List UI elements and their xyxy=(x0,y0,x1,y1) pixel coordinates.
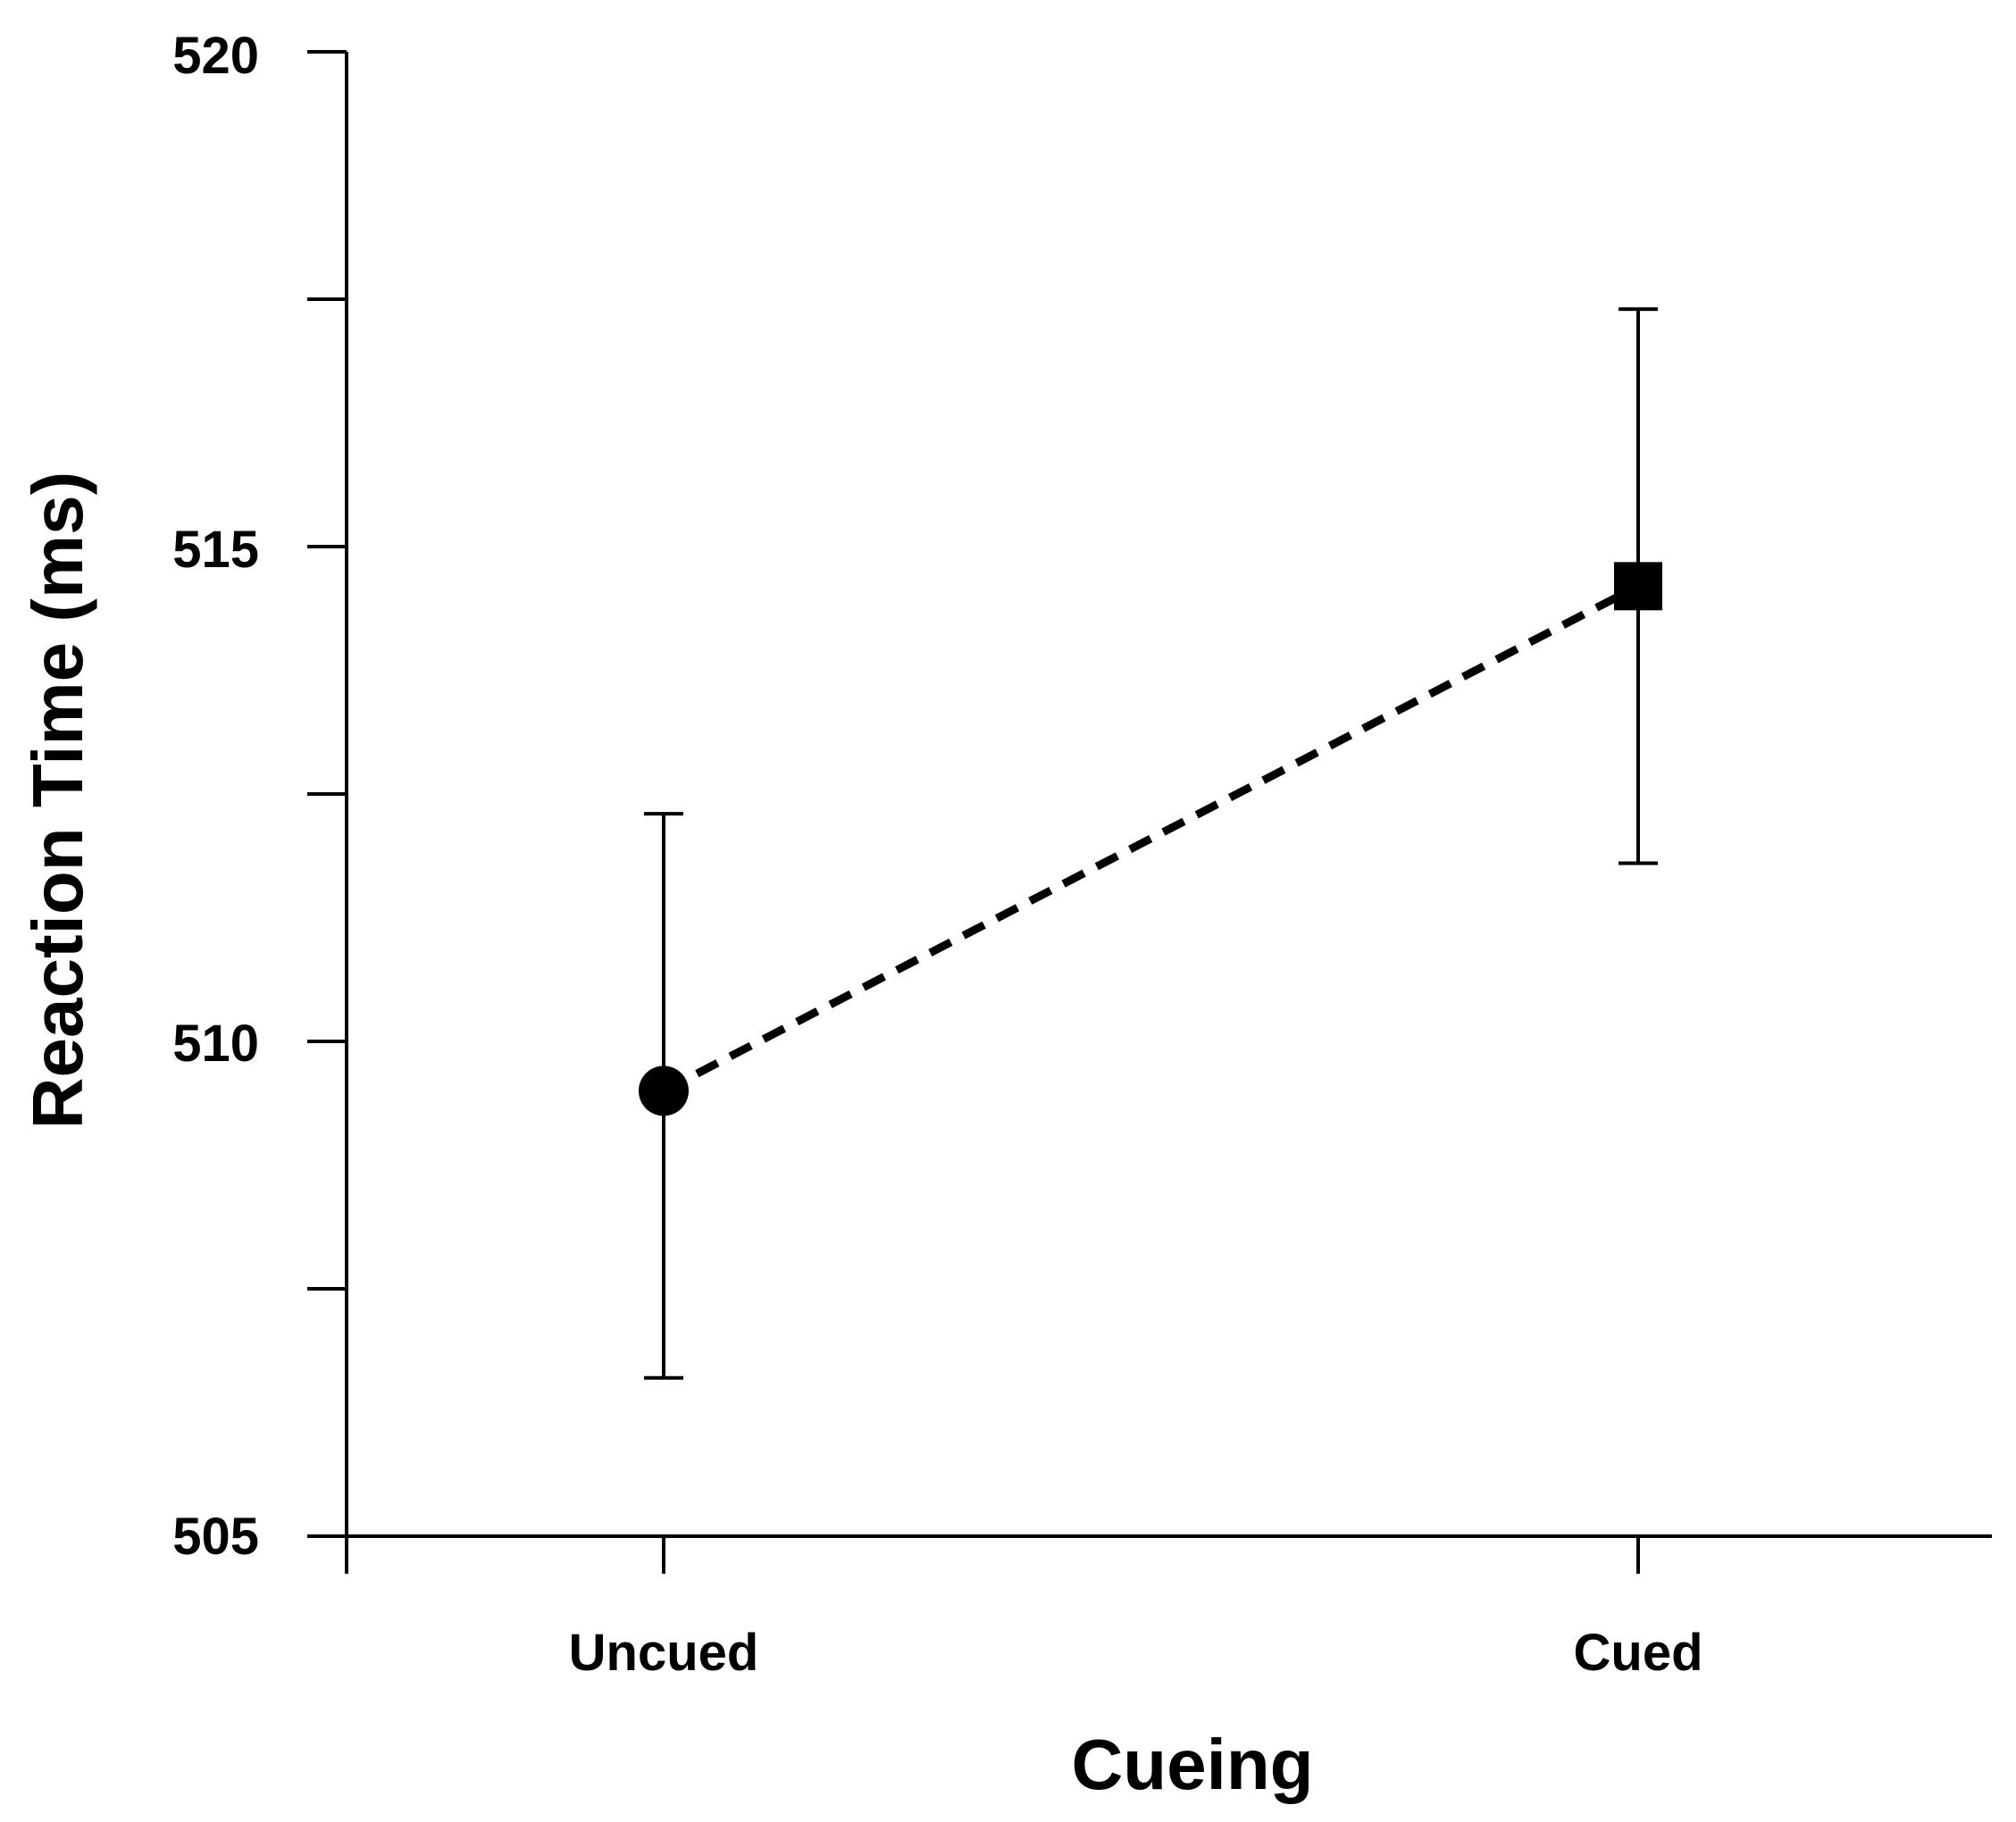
y-tick-label-505: 505 xyxy=(172,1508,259,1566)
y-tick-label-515: 515 xyxy=(172,521,259,579)
series-line-dashed xyxy=(661,582,1641,1095)
y-axis-title: Reaction Time (ms) xyxy=(18,472,97,1129)
x-axis-ticks xyxy=(662,1536,1640,1574)
y-axis-ticks xyxy=(307,50,347,1538)
data-point-uncued xyxy=(639,1066,689,1116)
x-tick-label-cued: Cued xyxy=(1574,1624,1703,1682)
data-marks xyxy=(639,307,1662,1380)
y-tick-label-510: 510 xyxy=(172,1015,259,1073)
data-point-cued xyxy=(1614,562,1662,611)
x-tick-label-uncued: Uncued xyxy=(569,1624,759,1682)
x-axis-title: Cueing xyxy=(1071,1725,1313,1804)
y-tick-label-520: 520 xyxy=(172,27,259,85)
